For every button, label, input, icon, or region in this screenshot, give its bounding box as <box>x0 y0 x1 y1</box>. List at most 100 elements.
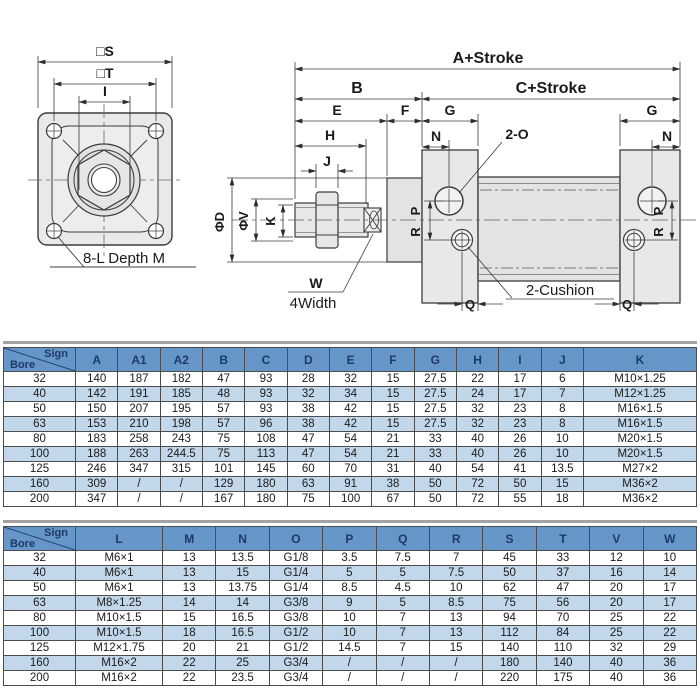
table-row: 50 150 207 195 57 93 38 42 15 27.5 32 23 8 M16×1.5 <box>3 401 697 417</box>
column-header-q: Q <box>375 526 430 551</box>
dimension-value: 207 <box>117 401 161 417</box>
bore-value: 80 <box>3 431 76 447</box>
dim-label-n-left: N <box>431 128 441 144</box>
dimension-value: M12×1.75 <box>75 640 163 656</box>
dimension-value: 25 <box>215 655 270 671</box>
dimension-value: 347 <box>74 491 119 507</box>
dimension-value: 47 <box>201 371 246 387</box>
dimension-value: 7 <box>375 640 430 656</box>
table-row: 100 188 263 244.5 75 113 47 54 21 33 40 26 10 M20×1.5 <box>3 446 697 462</box>
dimension-value: 243 <box>159 431 203 447</box>
dimension-value: 27.5 <box>413 401 457 417</box>
column-header-d: D <box>286 347 330 372</box>
dimension-value: M10×1.5 <box>75 610 163 626</box>
dimension-value: 10 <box>322 610 377 626</box>
dimension-value: 10 <box>642 550 698 566</box>
dimension-value: / <box>322 670 377 686</box>
dim-label-q-left: Q <box>465 297 475 312</box>
table-row: 160 309//129 180 63 91 38 50 72 50 15 M36×2 <box>3 476 697 492</box>
dimension-value: / <box>375 655 430 671</box>
dimension-table-2: Sign Bore L M N O P Q R S T V W 32 M6×1 13 13.5 G1/8 3.5 7.… <box>3 526 698 686</box>
dim-label-i: I <box>103 83 107 99</box>
dimension-value: 32 <box>286 386 330 402</box>
dimension-value: 180 <box>244 491 288 507</box>
dimension-value: 13.5 <box>540 461 585 477</box>
dimension-value: 7 <box>540 386 585 402</box>
dimension-value: 17 <box>642 580 698 596</box>
dimension-value: 28 <box>286 371 330 387</box>
dim-label-k: K <box>263 216 278 226</box>
rear-head <box>619 149 681 304</box>
dimension-value: / <box>159 491 203 507</box>
column-header-w: W <box>642 526 698 551</box>
table-row: 80 183 258 243 75 108 47 54 21 33 40 26 10 M20×1.5 <box>3 431 697 447</box>
corner-bore-sign-cell: Sign Bore <box>3 347 76 372</box>
divider-middle <box>3 520 697 523</box>
bore-value: 160 <box>3 655 76 671</box>
dimension-value: 246 <box>74 461 119 477</box>
table-row: 63 M8×1.25 14 14 G3/8 9 5 8.5 75 56 20 17 <box>3 595 698 611</box>
dimension-value: 10 <box>322 625 377 641</box>
dimension-value: 33 <box>413 446 457 462</box>
dimension-value: 47 <box>286 431 330 447</box>
dimension-value: 47 <box>286 446 330 462</box>
dimension-value: 13 <box>161 565 217 581</box>
dimension-value: G1/2 <box>268 640 324 656</box>
dimension-value: M20×1.5 <box>583 431 697 447</box>
dimension-value: 8.5 <box>428 595 484 611</box>
table-row: 125 246 347 315 101 145 60 70 31 40 54 41 13.5 M27×2 <box>3 461 697 477</box>
dimension-value: 21 <box>371 431 415 447</box>
column-header-e: E <box>328 347 373 372</box>
dimension-value: 188 <box>74 446 119 462</box>
dim-label-j: J <box>323 153 331 169</box>
dimension-value: 17 <box>498 386 542 402</box>
dimension-value: 22 <box>161 670 217 686</box>
dimension-value: 93 <box>244 401 288 417</box>
corner-sign-label: Sign <box>44 527 68 540</box>
bore-value: 125 <box>3 640 76 656</box>
dimension-value: / <box>117 491 161 507</box>
dimension-value: 3.5 <box>322 550 377 566</box>
dimension-value: 187 <box>117 371 161 387</box>
dimension-value: 315 <box>159 461 203 477</box>
column-header-t: T <box>535 526 591 551</box>
dimension-value: 150 <box>74 401 119 417</box>
dimension-value: 27.5 <box>413 416 457 432</box>
bore-value: 40 <box>3 386 76 402</box>
dimension-value: 93 <box>244 386 288 402</box>
dimension-value: 14 <box>642 565 698 581</box>
dim-label-g-left: G <box>445 102 456 118</box>
dimension-value: 42 <box>328 401 373 417</box>
dimension-value: 167 <box>201 491 246 507</box>
dimension-value: 15 <box>371 416 415 432</box>
dimension-value: 140 <box>74 371 119 387</box>
dim-label-n-right: N <box>662 128 672 144</box>
dimension-table-1-block: Sign Bore A A1 A2 B C D E F G H I J K 32 140 187 182 47 93 28… <box>3 341 697 507</box>
cylinder-side-view: A+Stroke B C+Stroke E F G G H N N J 2-O … <box>212 50 696 312</box>
dimension-value: 40 <box>455 431 500 447</box>
bore-value: 160 <box>3 476 76 492</box>
dimension-value: 42 <box>328 416 373 432</box>
dimension-value: 33 <box>535 550 591 566</box>
dimension-value: 91 <box>328 476 373 492</box>
dimension-value: 6 <box>540 371 585 387</box>
column-header-v: V <box>589 526 644 551</box>
dimension-value: 4.5 <box>375 580 430 596</box>
dimension-value: / <box>428 670 484 686</box>
table-row: 50 M6×1 13 13.75 G1/4 8.5 4.5 10 62 47 20 17 <box>3 580 698 596</box>
dimension-value: 16.5 <box>215 625 270 641</box>
column-header-a2: A2 <box>159 347 203 372</box>
dimension-value: 13.75 <box>215 580 270 596</box>
column-header-k: K <box>583 347 697 372</box>
dimension-value: 31 <box>371 461 415 477</box>
dimension-table-2-block: Sign Bore L M N O P Q R S T V W 32 M6×1 13 13.5 G1/8 3.5 7.… <box>3 520 698 686</box>
dimension-value: M6×1 <box>75 550 163 566</box>
dimension-value: 21 <box>215 640 270 656</box>
dimension-value: M6×1 <box>75 580 163 596</box>
dim-label-a-stroke: A+Stroke <box>453 50 524 67</box>
dim-label-h: H <box>325 127 335 143</box>
dimension-value: 129 <box>201 476 246 492</box>
bore-value: 50 <box>3 580 76 596</box>
dimension-value: 180 <box>482 655 537 671</box>
bore-value: 32 <box>3 550 76 566</box>
